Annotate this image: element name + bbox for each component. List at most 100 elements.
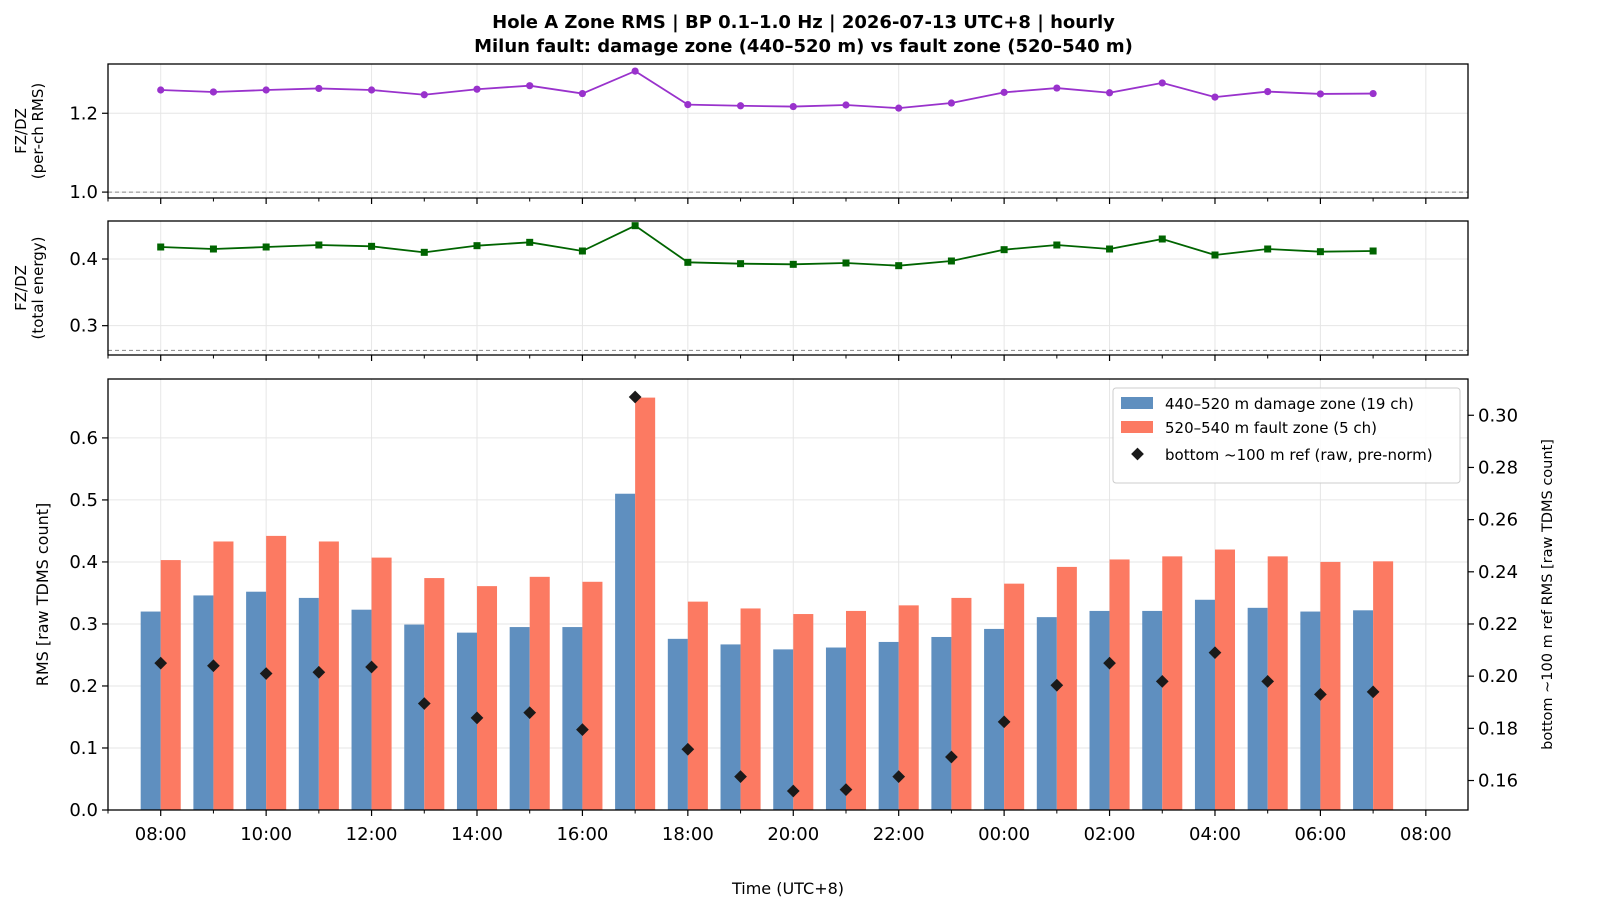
legend: 440–520 m damage zone (19 ch) 520–540 m f… [1112, 387, 1461, 484]
legend-swatch-fault-zone [1121, 421, 1153, 433]
damage-zone-bar [140, 611, 161, 810]
damage-zone-bar [298, 597, 319, 810]
ratio-point [895, 262, 903, 270]
ratio-point [842, 259, 850, 267]
fault-zone-bar [845, 610, 867, 810]
ratio-point [473, 242, 481, 250]
ratio-point [1211, 251, 1219, 259]
damage-zone-bar [720, 644, 741, 810]
fault-zone-bar [1109, 559, 1130, 810]
fault-zone-bar [160, 560, 181, 810]
damage-zone-bar [404, 624, 425, 810]
y-axis-label-line: FZ/DZ [12, 265, 30, 311]
damage-zone-bar [246, 591, 267, 810]
ratio-point [1369, 247, 1377, 255]
y-tick-label: 0.0 [69, 800, 98, 821]
damage-zone-bar [1089, 610, 1110, 810]
ratio-point [789, 102, 797, 111]
fault-zone-bar [793, 614, 814, 810]
damage-zone-bar [351, 609, 372, 810]
ratio-point [1158, 235, 1166, 243]
fault-zone-bar [318, 541, 339, 810]
ratio-point [209, 245, 217, 253]
axes-frame [107, 63, 1469, 199]
y-tick-label: 1.0 [69, 182, 98, 203]
ratio-point [578, 247, 586, 255]
ratio-point [1264, 245, 1272, 253]
ratio-point [737, 260, 745, 268]
fault-zone-bar [213, 541, 234, 810]
ratio-point [1053, 84, 1061, 92]
ratio-point [262, 243, 270, 251]
ratio-point [368, 242, 376, 250]
damage-zone-bar [562, 627, 583, 810]
y-tick-label: 1.2 [69, 103, 98, 124]
fault-zone-bar [1267, 556, 1288, 810]
damage-zone-bar [773, 649, 794, 810]
damage-zone-bar [1247, 607, 1268, 810]
damage-zone-bar [1300, 611, 1321, 810]
fault-zone-bar [1373, 561, 1394, 810]
ratio-point [1053, 241, 1061, 249]
damage-zone-bar [615, 493, 636, 810]
ratio-point [157, 243, 165, 251]
ratio-point [420, 91, 428, 99]
ratio-point [526, 238, 534, 246]
y-right-tick-label: 0.18 [1478, 718, 1518, 739]
x-tick-label: 14:00 [451, 824, 503, 845]
ratio-point [1000, 88, 1008, 96]
y-right-axis-label: bottom ~100 m ref RMS [raw TDMS count] [1540, 439, 1556, 750]
damage-zone-bar [931, 636, 952, 810]
fault-zone-bar [1056, 566, 1077, 810]
damage-zone-bar [825, 647, 846, 810]
y-right-tick-label: 0.20 [1478, 666, 1518, 687]
damage-zone-bar [1194, 599, 1215, 810]
ratio-point [578, 89, 587, 98]
axes-frame [107, 220, 1469, 356]
x-axis-label: Time (UTC+8) [731, 879, 844, 898]
ratio-per-channel-panel: 1.0 1.2 FZ/DZ(per-ch RMS) [12, 63, 1469, 204]
y-right-tick-label: 0.22 [1478, 614, 1518, 635]
y-tick-label: 0.4 [69, 249, 98, 270]
x-tick-label: 22:00 [873, 824, 925, 845]
ratio-point [473, 85, 481, 93]
fault-zone-bar [529, 576, 550, 810]
y-right-tick-label: 0.28 [1478, 457, 1518, 478]
y-tick-label: 0.6 [69, 428, 98, 449]
y-axis-label: FZ/DZ(per-ch RMS) [12, 83, 47, 179]
damage-zone-bar [984, 628, 1005, 810]
rms-bar-panel: 0.0 0.1 0.2 0.3 0.4 0.5 0.6 0.16 0.18 0.20 0.22 0.2… [33, 378, 1556, 898]
ratio-point [631, 67, 639, 75]
x-tick-label: 18:00 [662, 824, 714, 845]
ratio-point [262, 86, 270, 94]
fault-zone-bar [266, 535, 287, 810]
ratio-point [947, 99, 956, 107]
damage-zone-bar [878, 641, 899, 810]
y-right-tick-label: 0.16 [1478, 771, 1518, 792]
x-tick-label: 00:00 [978, 824, 1030, 845]
y-tick-label: 0.4 [69, 552, 98, 573]
x-tick-label: 06:00 [1294, 824, 1346, 845]
ratio-point [157, 86, 165, 94]
y-axis-label: FZ/DZ(total energy) [12, 236, 47, 339]
ratio-series-line [160, 70, 1374, 110]
fault-zone-bar [1214, 549, 1236, 810]
ratio-point [315, 84, 323, 93]
legend-label: bottom ~100 m ref (raw, pre-norm) [1165, 446, 1433, 464]
y-tick-label: 0.2 [69, 676, 98, 697]
y-right-tick-label: 0.24 [1478, 562, 1518, 583]
fault-zone-bar [687, 601, 708, 810]
damage-zone-bar [1353, 610, 1374, 810]
ratio-point [1316, 90, 1325, 98]
legend-label: 520–540 m fault zone (5 ch) [1165, 419, 1377, 437]
fault-zone-bar [898, 605, 919, 810]
ratio-point [684, 100, 692, 109]
legend-box [1112, 387, 1461, 484]
ratio-point [209, 88, 218, 96]
ratio-point [1106, 245, 1114, 253]
legend-label: 440–520 m damage zone (19 ch) [1165, 395, 1414, 413]
damage-zone-bar [456, 632, 477, 810]
ratio-point [1264, 87, 1272, 96]
fault-zone-bar [951, 597, 972, 810]
fault-zone-bar [476, 586, 498, 810]
